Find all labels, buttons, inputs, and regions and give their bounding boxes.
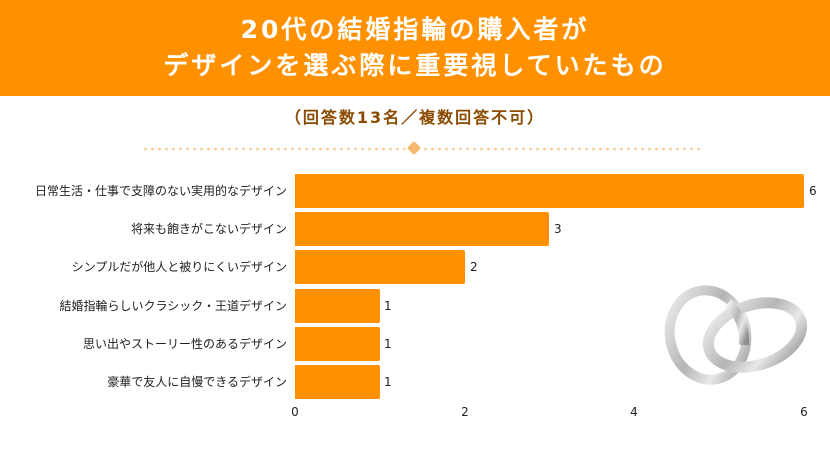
category-label: 豪華で友人に自慢できるデザイン	[107, 375, 287, 389]
bar	[295, 365, 380, 399]
category-label: 将来も飽きがこないデザイン	[130, 222, 287, 236]
title-line-2: デザインを選ぶ際に重要視していたもの	[163, 51, 667, 80]
value-label: 1	[384, 337, 392, 351]
category-label: 日常生活・仕事で支障のない実用的なデザイン	[34, 184, 287, 198]
bar-row: 思い出やストーリー性のあるデザイン 1	[0, 327, 830, 361]
bar	[295, 212, 549, 246]
category-label: 思い出やストーリー性のあるデザイン	[82, 337, 287, 351]
value-label: 1	[384, 299, 392, 313]
bar	[295, 289, 380, 323]
x-tick: 6	[800, 405, 808, 419]
bar-row: 結婚指輪らしいクラシック・王道デザイン 1	[0, 289, 830, 323]
chart-title-banner: 20代の結婚指輪の購入者が デザインを選ぶ際に重要視していたもの	[0, 0, 830, 96]
x-tick: 2	[461, 405, 469, 419]
category-label: シンプルだが他人と被りにくいデザイン	[71, 260, 287, 274]
x-tick: 4	[630, 405, 638, 419]
dotted-divider	[142, 147, 700, 151]
value-label: 6	[809, 184, 817, 198]
bar	[295, 327, 380, 361]
bar-row: 将来も飽きがこないデザイン 3	[0, 212, 830, 246]
value-label: 1	[384, 375, 392, 389]
wedding-rings-icon	[664, 285, 808, 385]
bar-row: シンプルだが他人と被りにくいデザイン 2	[0, 250, 830, 284]
bar-row: 豪華で友人に自慢できるデザイン 1	[0, 365, 830, 399]
title-line-1: 20代の結婚指輪の購入者が	[240, 15, 590, 44]
x-tick: 0	[291, 405, 299, 419]
value-label: 2	[470, 260, 478, 274]
chart-subtitle: （回答数13名／複数回答不可）	[284, 108, 546, 127]
bar	[295, 174, 804, 208]
bar-row: 日常生活・仕事で支障のない実用的なデザイン 6	[0, 174, 830, 208]
bar	[295, 250, 465, 284]
category-label: 結婚指輪らしいクラシック・王道デザイン	[59, 299, 287, 313]
value-label: 3	[554, 222, 562, 236]
